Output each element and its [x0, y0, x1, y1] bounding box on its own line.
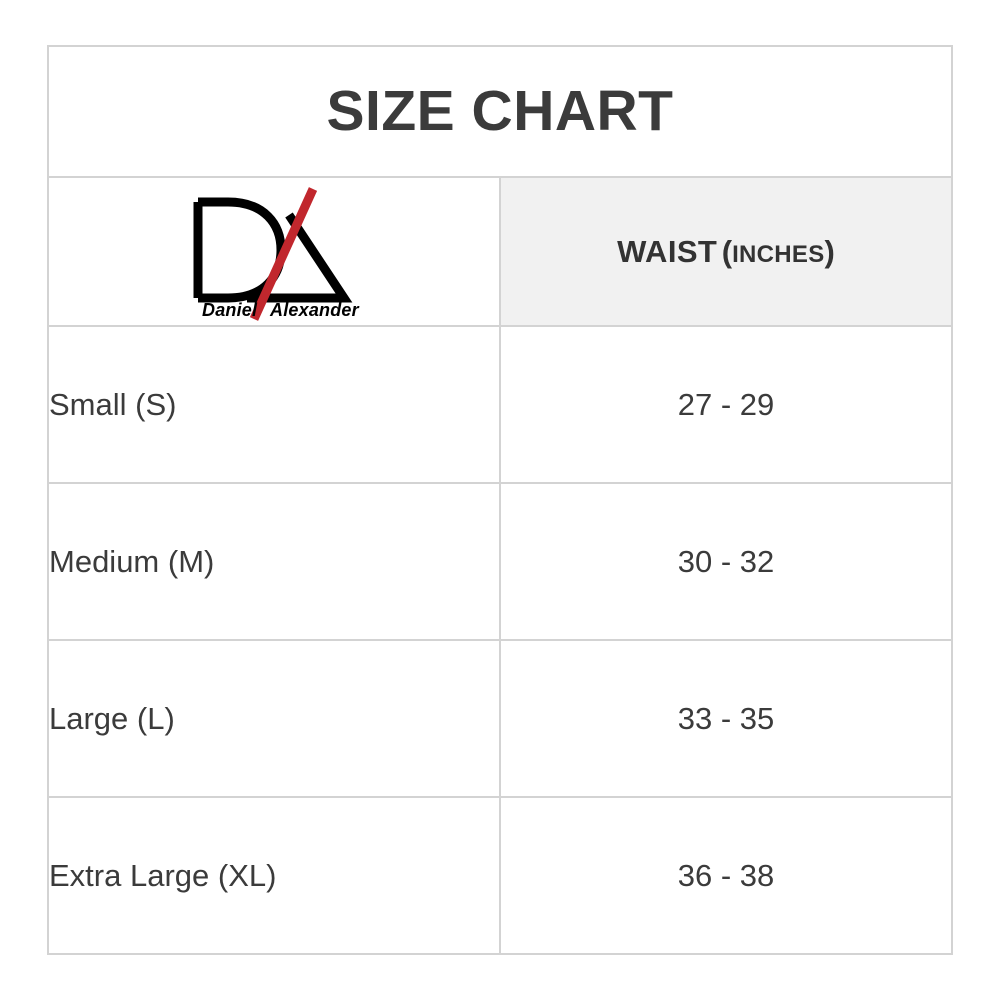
svg-text:Alexander: Alexander [269, 300, 360, 320]
waist-unit-open-paren: ( [721, 233, 733, 269]
waist-value-cell: 30 - 32 [499, 482, 953, 641]
table-row: Medium (M) 30 - 32 [47, 482, 953, 641]
size-label-cell: Extra Large (XL) [47, 796, 501, 955]
waist-unit-text: INCHES [732, 240, 825, 268]
brand-logo: Daniel Alexander [184, 182, 364, 322]
waist-value-cell: 36 - 38 [499, 796, 953, 955]
svg-text:Daniel: Daniel [202, 300, 258, 320]
table-row: Large (L) 33 - 35 [47, 639, 953, 798]
size-label-cell: Medium (M) [47, 482, 501, 641]
daniel-alexander-logo-icon: Daniel Alexander [193, 186, 360, 321]
size-label-cell: Small (S) [47, 325, 501, 484]
table-row: Small (S) 27 - 29 [47, 325, 953, 484]
page-title: SIZE CHART [326, 79, 674, 143]
waist-measurement-text: WAIST [617, 233, 718, 269]
waist-header-cell: WAIST (INCHES) [499, 176, 953, 327]
waist-header-label: WAIST (INCHES) [617, 234, 835, 270]
table-header-row: Daniel Alexander WAIST (INCHES) [47, 176, 953, 327]
waist-unit-close-paren: ) [824, 233, 835, 269]
logo-cell: Daniel Alexander [47, 176, 501, 327]
title-row: SIZE CHART [47, 45, 953, 178]
size-label-cell: Large (L) [47, 639, 501, 798]
table-row: Extra Large (XL) 36 - 38 [47, 796, 953, 955]
title-cell: SIZE CHART [47, 45, 953, 178]
waist-value-cell: 33 - 35 [499, 639, 953, 798]
waist-value-cell: 27 - 29 [499, 325, 953, 484]
size-chart-table: SIZE CHART Daniel Alex [47, 45, 953, 955]
